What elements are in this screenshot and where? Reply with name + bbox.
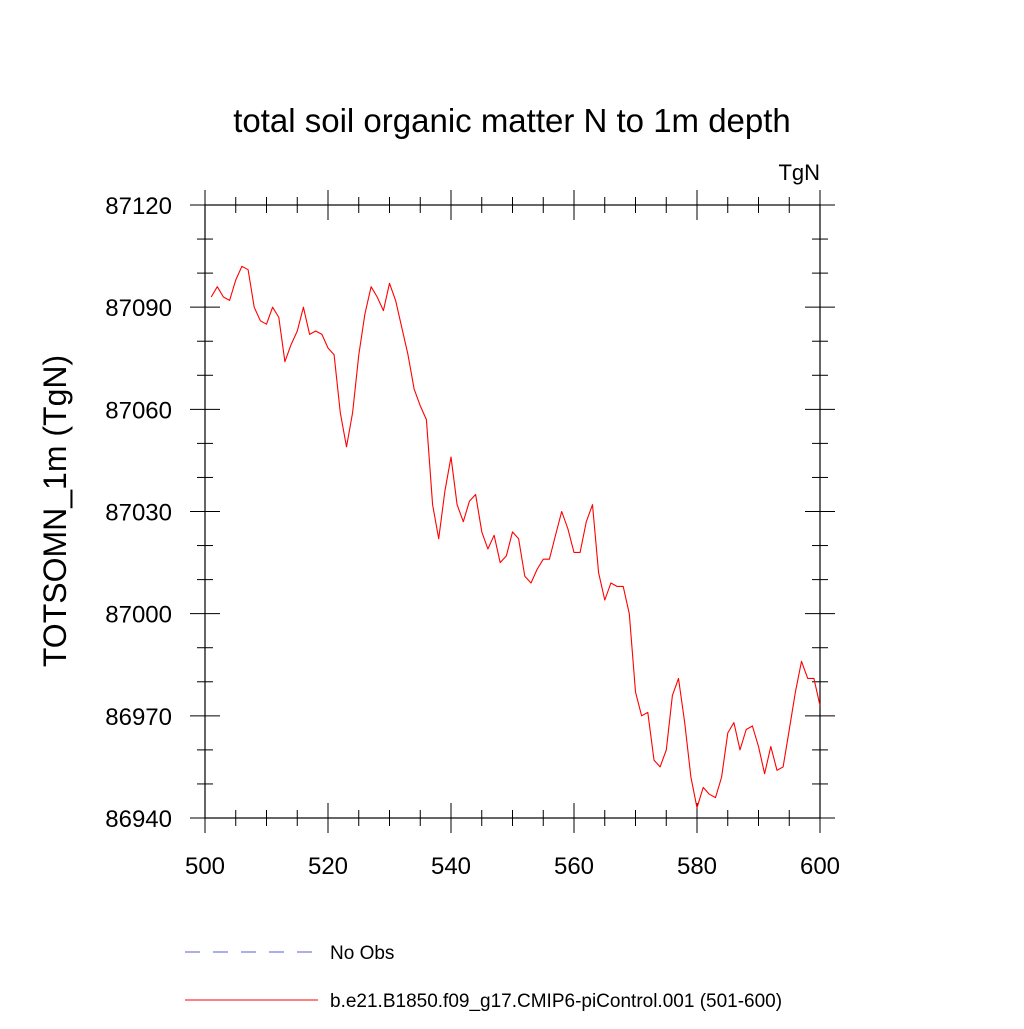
y-tick-label: 87120 [105, 193, 172, 220]
x-tick-label: 560 [554, 853, 594, 880]
x-tick-labels: 500 520 540 560 580 600 [185, 853, 840, 880]
y-tick-label: 87060 [105, 397, 172, 424]
y-tick-label: 86940 [105, 806, 172, 833]
legend-label-control-run: b.e21.B1850.f09_g17.CMIP6-piControl.001 … [330, 991, 782, 1012]
y-tick-label: 87000 [105, 602, 172, 629]
y-tick-label: 86970 [105, 704, 172, 731]
units-label: TgN [778, 160, 820, 185]
axis-ticks [190, 190, 835, 833]
y-tick-labels: 86940 86970 87000 87030 87060 87090 87120 [105, 193, 172, 833]
y-tick-label: 87090 [105, 295, 172, 322]
y-axis-label: TOTSOMN_1m (TgN) [37, 355, 73, 667]
plot-frame [204, 204, 821, 819]
x-tick-label: 540 [431, 853, 471, 880]
series-line [210, 265, 821, 809]
x-tick-label: 520 [308, 853, 348, 880]
x-tick-label: 600 [800, 853, 840, 880]
x-tick-label: 580 [677, 853, 717, 880]
y-tick-label: 87030 [105, 500, 172, 527]
legend-label-no-obs: No Obs [330, 943, 394, 964]
legend: No Obs b.e21.B1850.f09_g17.CMIP6-piContr… [185, 943, 782, 1012]
chart-title: total soil organic matter N to 1m depth [233, 102, 791, 139]
series-lines [210, 265, 821, 809]
x-tick-label: 500 [185, 853, 225, 880]
